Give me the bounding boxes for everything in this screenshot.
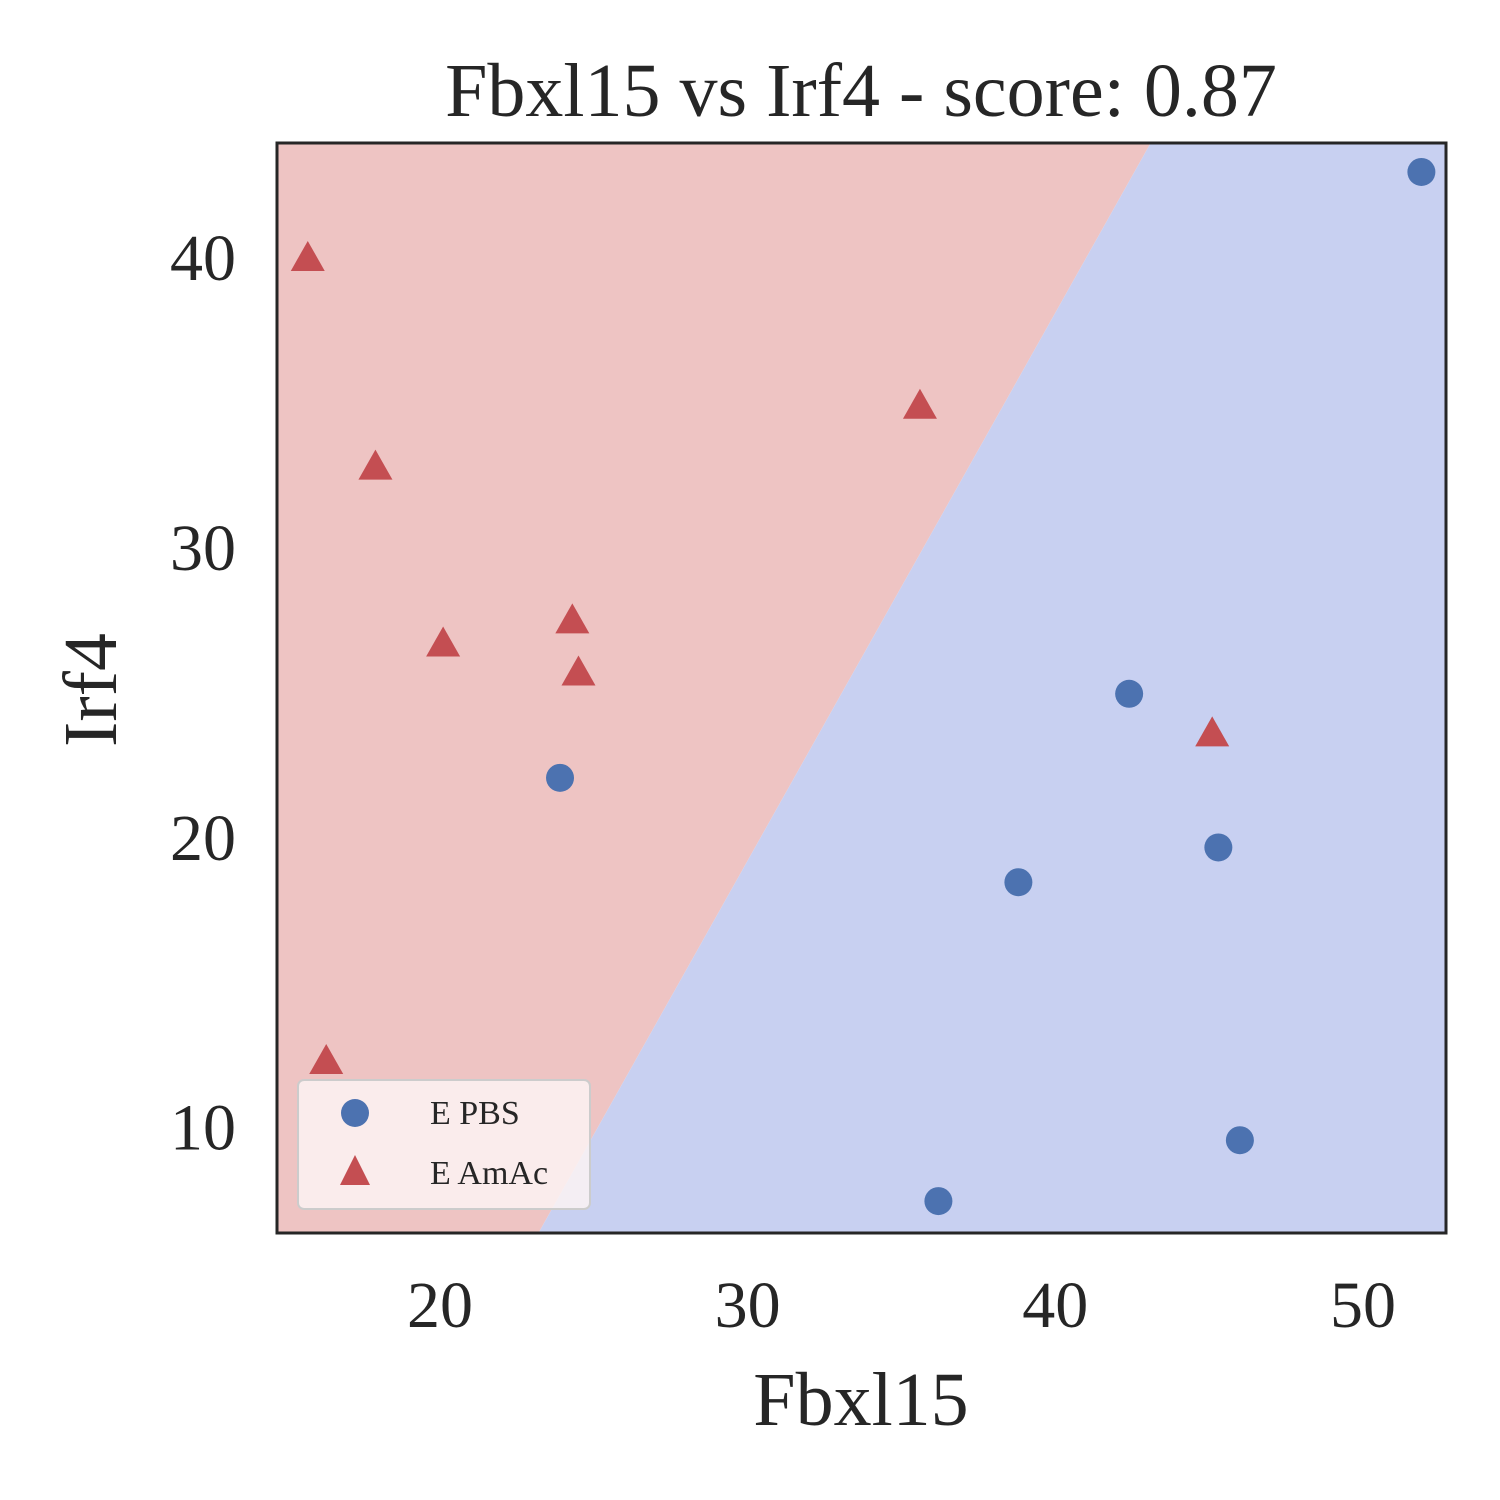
legend-marker-e-amac [340, 1155, 370, 1185]
y-tick-label: 40 [170, 222, 236, 295]
decision-regions [277, 143, 1446, 1233]
point-e-amac [309, 1043, 344, 1074]
point-e-amac [290, 240, 325, 271]
region-e-pbs [538, 143, 1446, 1233]
y-tick-label: 20 [170, 802, 236, 875]
x-tick-label: 50 [1330, 1269, 1396, 1342]
point-e-pbs [1115, 679, 1144, 708]
point-e-pbs [1204, 833, 1233, 862]
x-tick-label: 30 [715, 1269, 781, 1342]
x-tick-label: 20 [407, 1269, 473, 1342]
y-axis-label: Irf4 [49, 633, 133, 747]
point-e-pbs [1225, 1126, 1254, 1155]
chart-title: Fbxl15 vs Irf4 - score: 0.87 [445, 49, 1277, 133]
x-axis-ticks: 20 30 40 50 [407, 1269, 1396, 1342]
point-e-amac [561, 655, 596, 686]
x-tick-label: 40 [1022, 1269, 1088, 1342]
legend-label-e-pbs: E PBS [430, 1095, 520, 1132]
point-e-pbs [1004, 868, 1033, 897]
point-e-amac [902, 388, 937, 419]
point-e-pbs [1407, 157, 1436, 186]
point-e-amac [358, 449, 393, 480]
legend: E PBS E AmAc [297, 1079, 591, 1210]
point-e-pbs [924, 1187, 953, 1216]
legend-box [297, 1079, 591, 1210]
plot-frame [275, 141, 1448, 1235]
y-tick-label: 10 [170, 1092, 236, 1165]
point-e-amac [555, 603, 590, 634]
legend-marker-e-pbs [341, 1099, 369, 1127]
y-tick-label: 30 [170, 512, 236, 585]
y-axis-ticks: 10 20 30 40 [170, 222, 236, 1165]
point-e-amac [1195, 716, 1230, 747]
point-e-pbs [546, 763, 575, 792]
data-points [290, 157, 1436, 1216]
legend-label-e-amac: E AmAc [430, 1155, 548, 1192]
point-e-amac [426, 626, 461, 657]
x-axis-label: Fbxl15 [753, 1358, 968, 1442]
